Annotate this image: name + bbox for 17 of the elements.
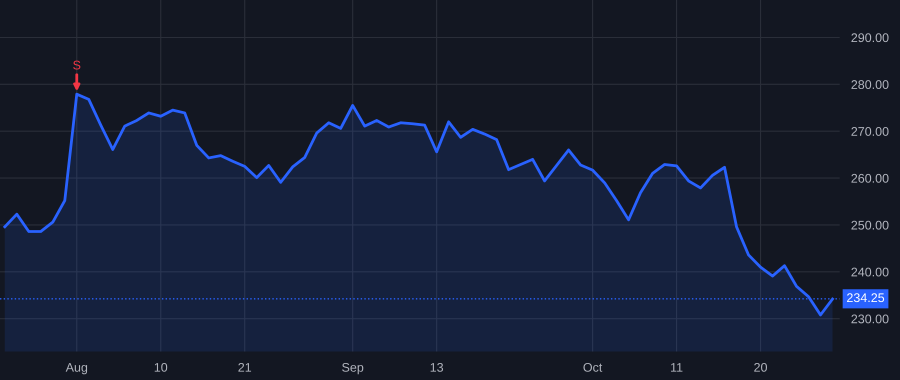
y-tick-label: 260.00: [851, 174, 889, 183]
y-tick-label: 280.00: [851, 80, 889, 90]
x-tick-label: 21: [238, 362, 252, 372]
y-tick-label: 270.00: [851, 127, 889, 136]
annotation: S: [73, 60, 80, 70]
x-tick-label: 20: [754, 362, 767, 372]
ref-line-label: 234.25: [847, 293, 884, 302]
y-tick-label: 240.00: [851, 268, 889, 276]
y-tick-label: 290.00: [851, 33, 889, 42]
x-tick-label: 10: [154, 362, 168, 372]
x-tick-label: Aug: [66, 363, 88, 374]
x-tick-label: Oct: [583, 362, 602, 372]
x-tick-label: 13: [430, 362, 444, 372]
y-tick-label: 230.00: [851, 314, 889, 324]
x-tick-label: 11: [671, 363, 682, 372]
x-tick-label: Sep: [342, 362, 364, 374]
y-tick-label: 250.00: [851, 220, 889, 230]
